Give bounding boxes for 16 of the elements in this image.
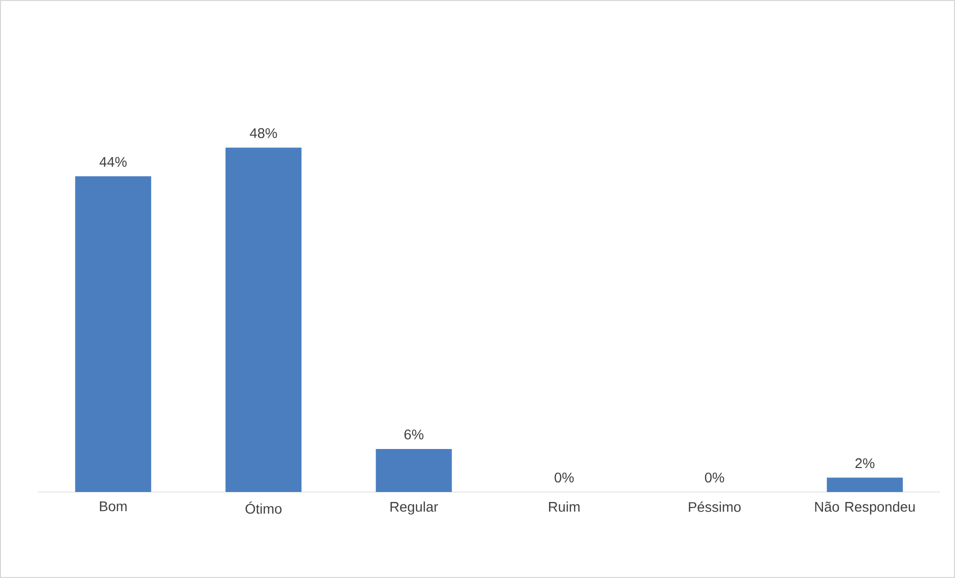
data-label: 0% — [704, 472, 724, 482]
data-label: 48% — [250, 128, 277, 138]
data-label: 2% — [855, 458, 874, 468]
bar — [376, 448, 452, 492]
x-tick-label: Péssimo — [688, 502, 741, 512]
x-tick-label: Bom — [100, 502, 127, 512]
x-tick-label: Ruim — [549, 502, 580, 512]
data-label: 6% — [404, 430, 424, 440]
bar — [826, 478, 903, 492]
bar — [226, 148, 302, 492]
data-label: 44% — [100, 157, 127, 167]
x-tick-label: Não Respondeu — [815, 502, 915, 515]
data-label: 0% — [554, 472, 574, 482]
bar — [75, 176, 152, 492]
x-tick-label: Regular — [390, 502, 438, 515]
x-tick-label: Ótimo — [246, 502, 282, 514]
